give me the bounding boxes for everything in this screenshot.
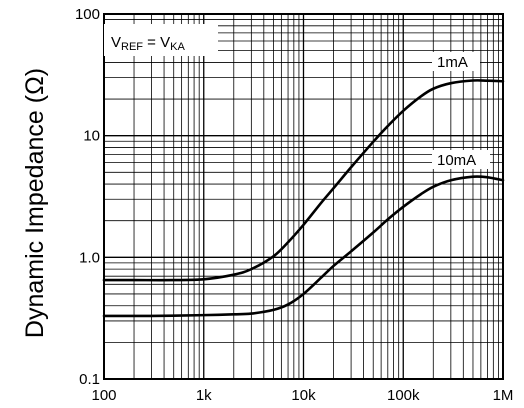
annotation-sub-ka: KA (170, 41, 185, 53)
series-label-1ma: 1mA (437, 54, 468, 71)
condition-annotation: VREF = VKA (111, 34, 185, 53)
series-line-10ma (102, 175, 505, 318)
y-tick-label: 10 (83, 128, 100, 145)
x-tick-label: 100 (91, 387, 116, 404)
plot-frame (103, 13, 504, 380)
y-axis-label: Dynamic Impedance (Ω) (21, 68, 49, 338)
annotation-sub-ref: REF (121, 41, 143, 53)
x-tick-label: 1M (493, 387, 514, 404)
label-box-10ma (432, 150, 490, 169)
series-label-10ma: 10mA (437, 152, 476, 169)
y-tick-label: 1.0 (79, 249, 100, 266)
x-tick-label: 1k (196, 387, 212, 404)
y-tick-label: 100 (75, 6, 100, 23)
series-curves (102, 79, 505, 318)
grid (104, 14, 503, 379)
annotation-box (104, 24, 218, 56)
y-tick-label: 0.1 (79, 371, 100, 388)
series-line-1ma (102, 79, 505, 282)
annotation-equals: = V (143, 34, 170, 51)
annotation-v1: V (111, 34, 121, 51)
label-box-1ma (432, 52, 480, 71)
x-tick-label: 10k (291, 387, 316, 404)
x-tick-labels: 100 1k 10k 100k 1M (91, 387, 513, 404)
x-tick-label: 100k (387, 387, 420, 404)
y-tick-labels: 0.1 1.0 10 100 (75, 6, 100, 388)
